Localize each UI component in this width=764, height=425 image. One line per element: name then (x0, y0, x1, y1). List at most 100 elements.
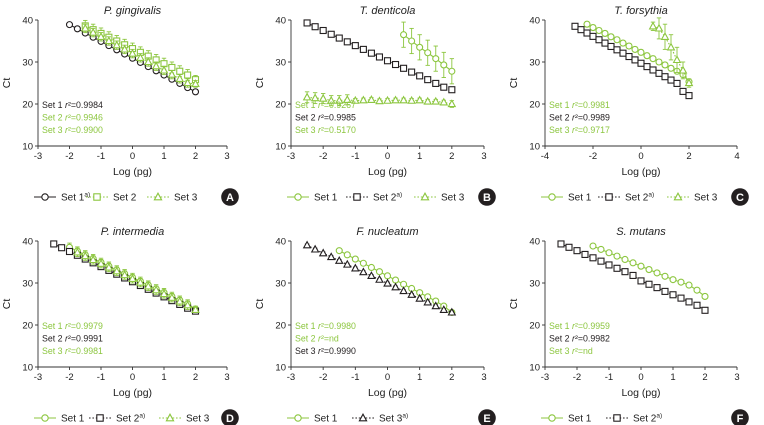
data-point (50, 240, 58, 248)
legend-marker (165, 413, 175, 422)
data-point (672, 55, 682, 64)
x-tick-label: 1 (161, 151, 166, 162)
legend-marker (605, 193, 613, 201)
data-point (631, 45, 639, 53)
data-point (391, 60, 400, 69)
r2-annotation: Set 1 r²=0.9979 (42, 321, 103, 331)
r2-annotation-r: r (65, 334, 69, 344)
r2-annotation-r: r (65, 346, 69, 356)
data-point (310, 93, 320, 102)
y-tick-label: 10 (529, 362, 540, 373)
r2-annotation-value: ²=0.9989 (575, 113, 610, 123)
r2-annotation: Set 2 r²=0.9989 (549, 113, 610, 123)
legend: Set 1 Set 2a) Set 3 (541, 192, 718, 204)
series-set-1 (400, 21, 456, 85)
data-point (335, 247, 343, 255)
data-point (655, 69, 663, 77)
r2-annotation: Set 3 r²=0.9717 (549, 125, 610, 135)
data-point (637, 48, 645, 56)
data-point (303, 19, 311, 27)
data-point (601, 29, 609, 37)
y-tick-label: 30 (22, 278, 33, 289)
legend-label: Set 1a) (61, 192, 90, 204)
data-point (619, 49, 627, 57)
legend-label: Set 3a) (379, 413, 408, 425)
legend-label: Set 3 (174, 193, 198, 204)
r2-annotation: Set 2 r²=0.9982 (549, 334, 610, 344)
legend: Set 1 Set 3a) (287, 413, 408, 425)
data-point (191, 305, 200, 314)
r2-annotation: Set 1 r²=0.9980 (295, 321, 356, 331)
legend-label: Set 3 (694, 193, 718, 204)
data-point (391, 276, 400, 284)
data-point (415, 293, 424, 302)
data-point (613, 36, 621, 44)
series-set-2 (557, 240, 709, 314)
r2-annotation-prefix: Set 1 (42, 321, 65, 331)
data-point (693, 301, 701, 309)
x-tick-label: 1 (161, 372, 166, 383)
x-tick-label: -2 (573, 372, 581, 383)
data-point (439, 97, 449, 106)
data-point (151, 285, 161, 294)
data-point (367, 271, 376, 280)
data-point (351, 95, 360, 104)
legend-label: Set 3 (186, 414, 210, 425)
legend-marker (420, 192, 430, 201)
legend-label-name: Set 3 (694, 193, 718, 204)
data-point (597, 245, 605, 253)
data-point (367, 263, 375, 272)
r2-annotation-r: r (572, 346, 576, 356)
data-point (645, 266, 653, 274)
r2-annotation-r: r (572, 334, 576, 344)
y-tick-label: 20 (275, 99, 286, 110)
r2-annotation-r: r (65, 113, 69, 123)
y-tick-label: 30 (22, 57, 33, 68)
x-tick-label: 0 (130, 372, 135, 383)
data-point (661, 272, 669, 280)
data-point (431, 96, 441, 105)
legend-label-name: Set 3 (174, 193, 198, 204)
r2-annotation-prefix: Set 1 (549, 321, 572, 331)
r2-annotation-r: r (318, 321, 322, 331)
x-tick-label: 0 (638, 151, 643, 162)
x-axis-label: Log (pg) (368, 387, 407, 399)
data-point (191, 88, 200, 96)
r2-annotation-prefix: Set 3 (295, 125, 318, 135)
data-point (151, 61, 161, 70)
data-point (645, 280, 653, 288)
data-point (318, 93, 328, 102)
x-tick-label: 2 (686, 151, 691, 162)
legend-label-name: Set 1 (61, 193, 85, 204)
panel-badge-letter: E (483, 413, 490, 425)
data-point (423, 297, 433, 306)
r2-annotation: Set 2 r²=0.9991 (42, 334, 103, 344)
data-point (359, 95, 368, 104)
data-point (319, 26, 327, 35)
data-point (595, 26, 603, 35)
r2-annotation-r: r (318, 334, 322, 344)
legend-label: Set 2a) (116, 413, 145, 425)
y-axis-label: Ct (1, 78, 13, 89)
x-tick-label: -2 (319, 151, 327, 162)
data-point (605, 249, 613, 257)
x-tick-label: 0 (385, 151, 390, 162)
legend-label: Set 1 (568, 414, 592, 425)
chart-title: P. intermedia (101, 226, 164, 238)
data-point (335, 34, 343, 42)
legend: Set 1 Set 2a) Set 3 (34, 413, 210, 425)
data-point (80, 23, 90, 32)
data-point (605, 261, 613, 269)
data-point (383, 95, 392, 104)
data-point (432, 55, 440, 63)
data-point (416, 72, 424, 80)
data-point (159, 65, 169, 74)
data-point (653, 269, 661, 277)
data-point (318, 248, 328, 257)
data-point (573, 247, 581, 255)
data-point (440, 61, 448, 69)
panel-badge-letter: A (226, 192, 234, 204)
legend-label-name: Set 1 (61, 414, 85, 425)
r2-annotation-prefix: Set 1 (42, 100, 65, 110)
